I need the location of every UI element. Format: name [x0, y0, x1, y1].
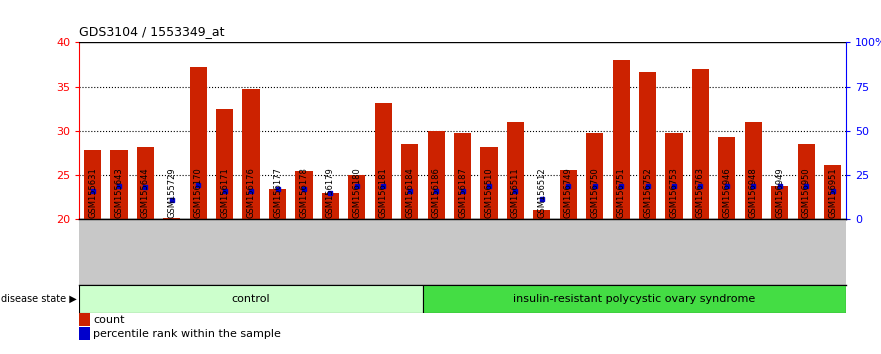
- Bar: [744, 122, 762, 219]
- Bar: [480, 147, 498, 219]
- Bar: [586, 133, 603, 219]
- Text: count: count: [93, 315, 125, 325]
- Bar: [189, 67, 207, 219]
- Bar: [423, 285, 846, 313]
- Text: disease state ▶: disease state ▶: [1, 294, 77, 304]
- Bar: [348, 175, 366, 219]
- Bar: [559, 170, 577, 219]
- Bar: [797, 144, 815, 219]
- Bar: [79, 285, 423, 313]
- Text: insulin-resistant polycystic ovary syndrome: insulin-resistant polycystic ovary syndr…: [514, 294, 755, 304]
- Bar: [639, 72, 656, 219]
- Bar: [269, 188, 286, 219]
- Bar: [374, 103, 392, 219]
- Bar: [454, 133, 471, 219]
- Bar: [163, 218, 181, 219]
- Text: control: control: [232, 294, 270, 304]
- Bar: [216, 109, 233, 219]
- Bar: [137, 147, 154, 219]
- Bar: [427, 131, 445, 219]
- Text: GDS3104 / 1553349_at: GDS3104 / 1553349_at: [79, 25, 225, 38]
- Bar: [533, 210, 551, 219]
- Text: percentile rank within the sample: percentile rank within the sample: [93, 329, 281, 339]
- Bar: [242, 88, 260, 219]
- Bar: [692, 69, 709, 219]
- Bar: [718, 137, 736, 219]
- Bar: [612, 60, 630, 219]
- Bar: [84, 150, 101, 219]
- Bar: [771, 186, 788, 219]
- Bar: [322, 193, 339, 219]
- Bar: [110, 149, 128, 219]
- Bar: [824, 165, 841, 219]
- Bar: [665, 133, 683, 219]
- Bar: [507, 122, 524, 219]
- Bar: [295, 171, 313, 219]
- Bar: [401, 144, 418, 219]
